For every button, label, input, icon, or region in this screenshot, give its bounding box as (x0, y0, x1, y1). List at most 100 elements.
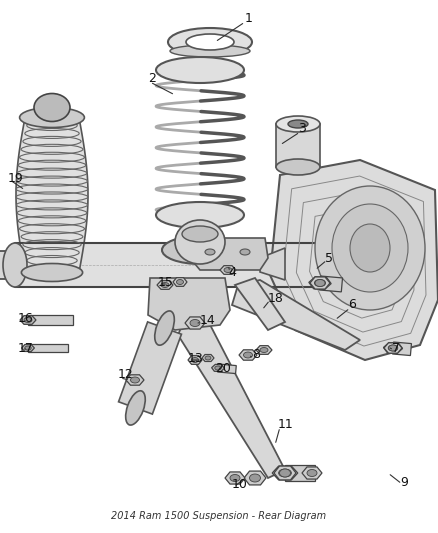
Text: 5: 5 (325, 252, 333, 264)
Polygon shape (126, 375, 144, 385)
Ellipse shape (205, 249, 215, 255)
Polygon shape (16, 117, 88, 272)
Text: 16: 16 (18, 311, 34, 325)
Polygon shape (148, 278, 230, 330)
Ellipse shape (389, 345, 398, 351)
Ellipse shape (170, 45, 250, 57)
Polygon shape (235, 278, 285, 330)
Text: 19: 19 (8, 172, 24, 184)
Text: 18: 18 (268, 292, 284, 304)
Polygon shape (28, 315, 73, 325)
Polygon shape (20, 316, 36, 324)
Ellipse shape (240, 249, 250, 255)
Text: 14: 14 (200, 313, 216, 327)
Polygon shape (392, 342, 411, 356)
Ellipse shape (175, 220, 225, 264)
Ellipse shape (215, 366, 221, 370)
Ellipse shape (230, 474, 240, 481)
Ellipse shape (315, 279, 325, 287)
Polygon shape (185, 317, 205, 329)
Ellipse shape (161, 282, 169, 287)
Ellipse shape (244, 352, 252, 358)
Ellipse shape (156, 57, 244, 83)
Polygon shape (383, 343, 403, 353)
Ellipse shape (126, 391, 145, 425)
Ellipse shape (21, 263, 83, 281)
Polygon shape (270, 160, 438, 360)
Text: 4: 4 (228, 265, 236, 279)
Ellipse shape (388, 345, 398, 351)
Ellipse shape (168, 28, 252, 56)
Polygon shape (272, 466, 298, 480)
Ellipse shape (177, 279, 184, 285)
Ellipse shape (279, 469, 290, 477)
Ellipse shape (20, 108, 85, 127)
Polygon shape (319, 276, 343, 292)
Text: 13: 13 (188, 351, 204, 365)
Ellipse shape (162, 236, 238, 264)
Polygon shape (239, 350, 257, 360)
Polygon shape (302, 467, 322, 479)
Polygon shape (276, 124, 320, 167)
Ellipse shape (224, 268, 232, 272)
Ellipse shape (314, 279, 325, 287)
Text: 2: 2 (148, 71, 156, 85)
Ellipse shape (250, 474, 261, 482)
Ellipse shape (131, 377, 139, 383)
Ellipse shape (315, 186, 425, 310)
Polygon shape (212, 365, 224, 372)
Polygon shape (244, 471, 266, 485)
Ellipse shape (276, 159, 320, 175)
Ellipse shape (3, 243, 27, 287)
Polygon shape (274, 466, 296, 480)
Text: 3: 3 (298, 122, 306, 134)
Ellipse shape (332, 204, 408, 292)
Text: 20: 20 (215, 361, 231, 375)
Ellipse shape (182, 226, 218, 242)
Polygon shape (225, 472, 245, 484)
Text: 6: 6 (348, 298, 356, 311)
Text: 7: 7 (392, 342, 400, 354)
Ellipse shape (205, 356, 211, 360)
Text: 8: 8 (252, 349, 260, 361)
Polygon shape (202, 354, 214, 361)
Text: 11: 11 (278, 418, 294, 432)
Ellipse shape (350, 224, 390, 272)
Polygon shape (188, 356, 202, 365)
Polygon shape (157, 281, 173, 289)
Text: 2014 Ram 1500 Suspension - Rear Diagram: 2014 Ram 1500 Suspension - Rear Diagram (111, 511, 327, 521)
Polygon shape (190, 238, 268, 270)
Text: 17: 17 (18, 342, 34, 354)
Ellipse shape (307, 470, 317, 477)
Ellipse shape (288, 120, 308, 128)
Polygon shape (285, 465, 315, 481)
Ellipse shape (156, 202, 244, 228)
Ellipse shape (34, 93, 70, 122)
Polygon shape (384, 343, 402, 353)
Text: 9: 9 (400, 475, 408, 489)
Polygon shape (21, 344, 35, 351)
Polygon shape (0, 251, 20, 279)
Polygon shape (119, 322, 181, 414)
Ellipse shape (260, 348, 268, 352)
Polygon shape (220, 265, 236, 274)
Ellipse shape (24, 318, 32, 322)
Text: 10: 10 (232, 479, 248, 491)
Text: 12: 12 (118, 368, 134, 382)
Polygon shape (256, 346, 272, 354)
Polygon shape (260, 248, 285, 280)
Ellipse shape (25, 346, 31, 350)
Text: 15: 15 (158, 276, 174, 288)
Polygon shape (218, 364, 236, 374)
Polygon shape (309, 277, 331, 289)
Polygon shape (232, 280, 360, 350)
Polygon shape (178, 315, 285, 478)
Ellipse shape (279, 469, 291, 477)
Polygon shape (28, 344, 68, 352)
Polygon shape (15, 243, 365, 287)
Polygon shape (173, 278, 187, 286)
Text: 1: 1 (245, 12, 253, 25)
Ellipse shape (190, 319, 200, 327)
Ellipse shape (186, 34, 234, 50)
Ellipse shape (276, 116, 320, 132)
